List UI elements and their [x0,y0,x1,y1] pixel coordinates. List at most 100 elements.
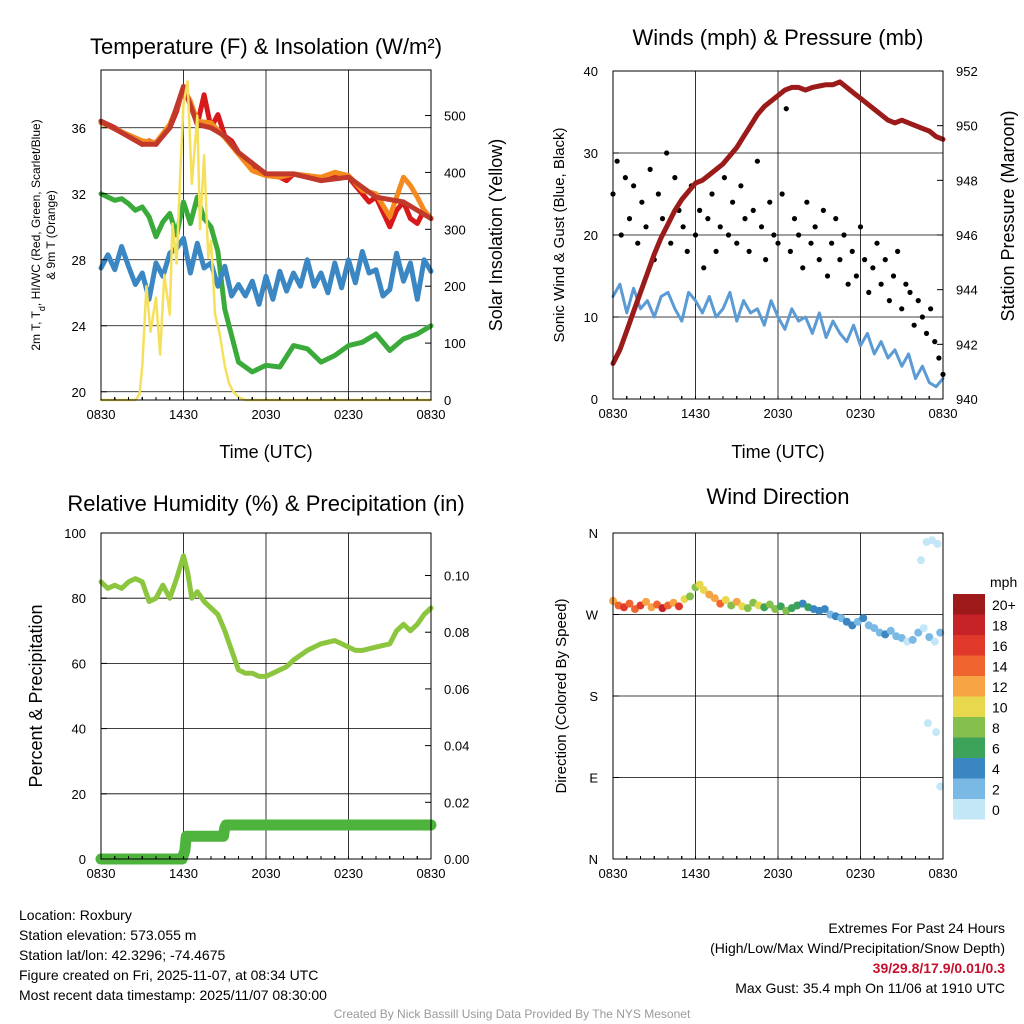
latlon-text: Station lat/lon: 42.3296; -74.4675 [19,947,226,963]
temp-ylabel-left: 2m T, Td, HI/WC (Red, Green, Scarlet/Blu… [29,119,47,350]
direction-point [933,539,942,548]
direction-point [914,628,923,637]
y2-tick-label: 200 [444,279,466,294]
direction-point [765,600,774,609]
direction-point [886,626,895,635]
wind-title: Winds (mph) & Pressure (mb) [633,25,924,50]
y-tick-label: E [589,771,598,786]
series-line-relative-humidity [98,553,434,679]
series-line-precipitation [95,819,437,865]
gust-point [874,240,880,246]
legend-label: 18 [992,618,1008,634]
gust-point [725,232,732,238]
y-tick-label: 10 [584,310,598,325]
y2-tick-label: 944 [956,283,978,298]
y2-tick-label: 0.02 [444,795,469,810]
gust-point [886,298,892,304]
series-line-td-green [98,191,434,375]
gust-point [895,248,901,254]
temp-xlabel: Time (UTC) [219,442,312,462]
gust-point [820,207,826,213]
gust-point [692,232,699,238]
legend-label: 10 [992,700,1008,716]
temp-ylabel-left-2: & 9m T (Orange) [44,190,58,280]
y-tick-label: 0 [591,392,598,407]
gust-point [758,224,765,230]
legend-label: 8 [992,720,1000,736]
y2-tick-label: 940 [956,392,978,407]
direction-point [925,633,934,642]
rh-y-ticks-right: 0.10 0.08 0.06 0.04 0.02 0.00 [425,569,469,867]
legend-swatch [953,594,985,615]
gust-point [672,175,678,181]
y2-tick-label: 0.08 [444,625,469,640]
y-tick-label: W [586,608,599,623]
gust-point [746,248,752,254]
legend-swatch [953,635,985,656]
y2-tick-label: 300 [444,222,466,237]
rh-x-ticks: 0830 1430 2030 0230 0830 [87,856,445,881]
x-tick-label: 0830 [599,406,628,421]
gust-point [631,183,637,189]
y-tick-label: N [589,852,598,867]
y-tick-label: 30 [584,146,598,161]
gust-point [824,273,831,279]
gust-point [899,306,905,312]
direction-point [625,599,634,608]
direction-point [732,597,741,606]
x-tick-label: 0230 [334,866,363,881]
direction-point [710,594,719,603]
gust-point [903,281,909,287]
temp-grid [101,70,431,400]
y2-tick-label: 500 [444,109,466,124]
gust-point [853,273,859,279]
gust-point [882,257,888,263]
legend-title: mph [990,574,1017,590]
temp-y-ticks-right: 500 400 300 200 100 0 [425,109,466,408]
gust-point [668,240,674,246]
y-tick-label: 20 [72,385,86,400]
location-text: Location: Roxbury [19,907,132,923]
series-line-hi-wc-scarlet [98,84,434,221]
gust-point [664,150,670,156]
gust-point [870,265,876,271]
extremes-title: Extremes For Past 24 Hours [828,920,1005,936]
direction-point [936,628,945,637]
legend-swatch [953,737,985,758]
legend-swatch [953,799,985,820]
y2-tick-label: 946 [956,228,978,243]
gust-point [655,191,661,197]
station-info: Location: Roxbury Station elevation: 573… [19,905,327,1005]
dir-y-ticks-left: N W S E N [586,526,619,867]
gust-point [647,166,653,172]
y2-tick-label: 400 [444,165,466,180]
direction-point [919,624,928,633]
x-tick-label: 0830 [599,866,628,881]
direction-point [930,637,939,646]
gust-point [775,240,781,246]
y2-tick-label: 0.00 [444,852,469,867]
direction-point [642,597,650,606]
y-tick-label: 24 [72,319,86,334]
legend-label: 12 [992,679,1008,695]
y2-tick-label: 942 [956,337,978,352]
y-tick-label: 20 [72,787,86,802]
gust-point [849,248,855,254]
extremes-values: 39/29.8/17.9/0.01/0.3 [872,960,1005,976]
y2-tick-label: 950 [956,119,978,134]
rh-panel: Relative Humidity (%) & Precipitation (i… [26,491,469,881]
gust-point [659,216,666,222]
gust-point [911,322,917,328]
direction-point [721,596,730,605]
gust-point [779,191,785,197]
y-tick-label: 60 [72,656,86,671]
legend-label: 2 [992,782,1000,798]
gust-point [783,106,789,112]
temp-series [98,80,434,402]
gust-point [635,240,641,246]
legend-swatch [953,778,985,799]
elevation-text: Station elevation: 573.055 m [19,927,197,943]
direction-point [908,635,917,644]
gust-point [705,216,711,222]
